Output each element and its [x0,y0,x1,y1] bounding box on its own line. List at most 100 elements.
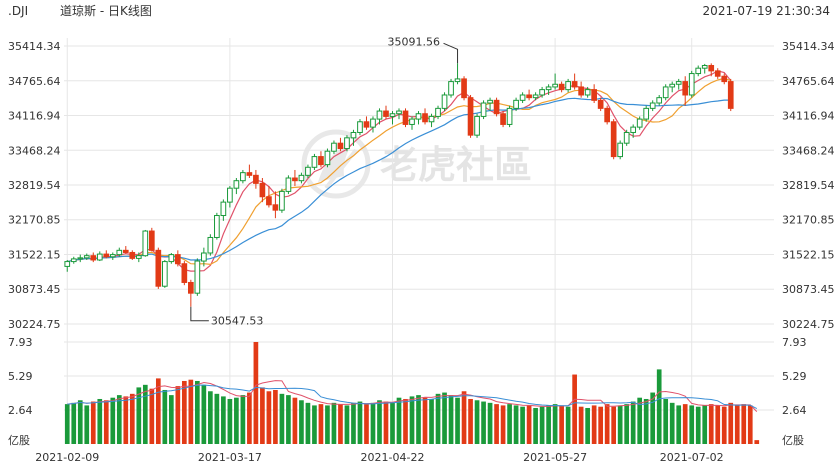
candle [701,63,708,74]
volume-axis: 7.93 7.93 5.29 5.29 2.64 2.64 亿股 亿股 [8,336,807,447]
volume-bar [253,342,259,444]
candle-body [487,99,493,104]
volume-bar [208,391,213,444]
candle-body [571,81,578,88]
candle-body [610,121,617,158]
volume-bar [273,389,278,444]
candle-body [376,110,383,120]
candle-body [448,81,454,96]
candle [285,175,292,195]
candle-body [422,113,428,123]
candle [279,188,285,213]
volume-bar [188,379,194,444]
candle-body [90,255,97,261]
volume-bar [240,395,246,444]
candle-body [142,230,149,257]
candle-body [565,81,571,91]
candle [448,78,454,98]
candle [83,253,90,260]
candle-body [363,121,370,128]
candle [571,73,578,90]
candle [142,229,149,257]
volume-bar [708,404,714,444]
volume-bar [377,400,382,444]
candle-body [623,131,630,144]
volume-bar [481,401,486,444]
candle [383,105,389,120]
candle-body [578,86,584,96]
candle [298,172,305,184]
volume-bar [559,405,564,444]
volume-bar [162,389,168,444]
low-marker-line [190,306,209,322]
low-price-label: 30547.53 [211,315,264,328]
volume-bar [181,380,187,444]
volume-bar [227,398,233,444]
candle-body [415,113,422,120]
candle [454,63,461,85]
volume-tick-label: 2.64 [8,404,33,417]
volume-bar [221,396,226,444]
candle-body [96,253,103,261]
candle-body [604,107,610,123]
candle [148,227,155,252]
volume-bar [305,402,311,444]
volume-bar [617,405,623,444]
candle [428,113,435,128]
candle [402,108,409,128]
candle [721,73,728,85]
candle [682,76,689,106]
candle [409,116,415,130]
volume-tick-label: 7.93 [8,336,33,349]
candle [578,81,584,98]
candle [526,89,532,101]
volume-bar [351,402,356,444]
volume-tick-label: 7.93 [782,336,807,349]
candle [240,169,246,184]
candle-body [370,118,376,128]
candle [643,105,650,122]
price-axis-right: 35414.34 34765.64 34116.94 33468.24 32819.54… [782,40,835,331]
volume-bar [741,404,747,444]
candle-body [331,142,337,152]
price-tick-label: 35414.34 [782,40,835,53]
candle [357,119,363,136]
candle [539,86,545,98]
volume-bar [715,405,721,444]
candle-body [474,115,480,136]
candle-body [285,177,292,192]
price-tick-label: 30873.45 [782,283,835,296]
candle-body [467,97,474,136]
candle-body [337,142,344,150]
candle-body [109,254,116,258]
volume-bar [234,397,239,444]
candle-body [441,94,448,109]
volume-bar [747,405,753,444]
volume-bar [155,378,161,444]
volume-bar [286,395,291,444]
candle [220,199,227,221]
volume-bar [299,400,304,444]
candle [389,111,396,125]
candle-body [233,180,240,189]
candle [649,100,656,112]
candle [441,92,448,112]
candle-body [461,78,467,99]
candle-body [662,86,669,99]
volume-bar [129,393,135,444]
volume-bar [422,397,428,444]
volume-bar [487,402,493,444]
candle-body [545,86,552,91]
volume-bar [64,404,70,444]
volume-bar [136,387,142,444]
date-tick-label: 2021-04-22 [361,451,425,464]
candle-body [298,174,305,182]
candle [617,140,624,160]
volume-bar [533,407,538,444]
volume-unit-label: 亿股 [782,434,804,447]
candle [64,259,71,272]
candle [350,129,357,146]
candle [214,212,220,240]
volume-bar [565,406,571,444]
